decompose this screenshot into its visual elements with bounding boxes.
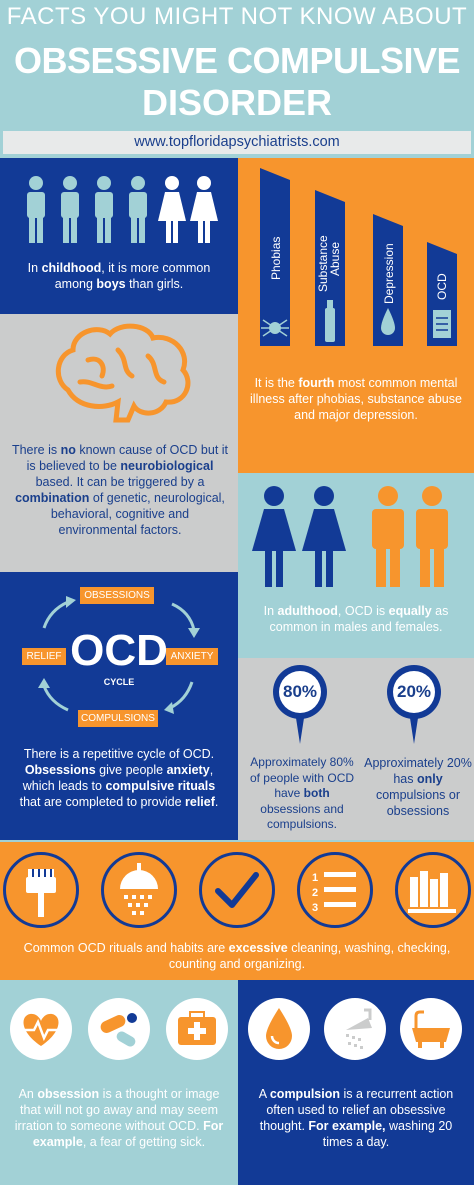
arrow-1 <box>171 602 196 631</box>
cycle-step-relief: RELIEF <box>22 648 66 665</box>
bar-label-phobias: Phobias <box>269 237 283 280</box>
drop-icon <box>381 308 395 335</box>
pin-20-icon <box>387 665 441 744</box>
cause-panel <box>0 314 238 572</box>
bar-label-substance-1: Substance <box>316 235 330 292</box>
adulthood-text: In adulthood, OCD is equally as common i… <box>263 604 449 634</box>
heart-icon <box>10 998 72 1060</box>
shower-head-icon <box>324 998 386 1060</box>
svg-text:3: 3 <box>312 902 318 914</box>
svg-text:2: 2 <box>312 887 318 899</box>
svg-text:1: 1 <box>312 872 318 884</box>
cause-text: There is no known cause of OCD but it is… <box>11 443 229 537</box>
boys-girls-icon <box>27 176 218 243</box>
stat-left-text: Approximately 80% of people with OCD hav… <box>249 755 355 831</box>
pills-icon <box>88 998 150 1060</box>
stat-right-text: Approximately 20% has only compulsions o… <box>364 756 472 818</box>
childhood-text: In childhood, it is more common among bo… <box>27 261 211 291</box>
arrow-2 <box>169 681 194 710</box>
bar-label-depression: Depression <box>382 243 396 304</box>
cycle-step-anxiety: ANXIETY <box>166 648 218 665</box>
bathtub-icon <box>400 998 462 1060</box>
header-line2: OBSESSIVE COMPULSIVE <box>13 40 461 81</box>
cycle-panel <box>0 572 238 840</box>
cycle-sub-label: CYCLE <box>103 677 135 687</box>
arrow-4 <box>42 600 69 629</box>
rituals-text: Common OCD rituals and habits are excess… <box>23 941 451 971</box>
cycle-diagram <box>38 596 200 714</box>
bottle-icon <box>325 308 335 342</box>
header-line3: DISORDER <box>141 82 333 123</box>
header-line1: FACTS YOU MIGHT NOT KNOW ABOUT <box>6 3 468 30</box>
bar-label-ocd: OCD <box>435 273 449 300</box>
bar-label-substance-2: Abuse <box>328 242 342 276</box>
stat-left-pct: 80% <box>282 682 318 701</box>
books-icon <box>395 852 471 928</box>
cycle-center-label: OCD <box>70 626 168 675</box>
shower-icon <box>101 852 177 928</box>
header <box>0 0 474 155</box>
water-drop-icon <box>248 998 310 1060</box>
brain-icon <box>56 323 191 423</box>
cycle-text: There is a repetitive cycle of OCD. Obse… <box>19 747 219 809</box>
ranking-chart: Phobias Substance Abuse Depression OCD <box>260 168 457 346</box>
bar-depression <box>373 214 403 346</box>
compulsion-text: A compulsion is a recurrent action often… <box>258 1087 454 1149</box>
cycle-step-obsessions: OBSESSIONS <box>80 587 154 604</box>
pin-80-icon <box>273 665 327 744</box>
obsession-text: An obsession is a thought or image that … <box>14 1087 224 1149</box>
cycle-step-compulsions: COMPULSIONS <box>78 710 158 727</box>
list-icon: 1 2 3 <box>297 852 373 928</box>
ranking-text: It is the fourth most common mental illn… <box>250 376 462 422</box>
url-banner: www.topfloridapsychiatrists.com <box>3 131 471 154</box>
first-aid-icon <box>166 998 228 1060</box>
adults-icon <box>252 486 448 587</box>
arrow-3 <box>42 685 69 712</box>
stat-right-pct: 20% <box>396 682 432 701</box>
checkmark-icon <box>199 852 275 928</box>
brush-icon <box>3 852 79 928</box>
bar-substance <box>315 190 345 346</box>
bar-phobias <box>260 168 290 346</box>
